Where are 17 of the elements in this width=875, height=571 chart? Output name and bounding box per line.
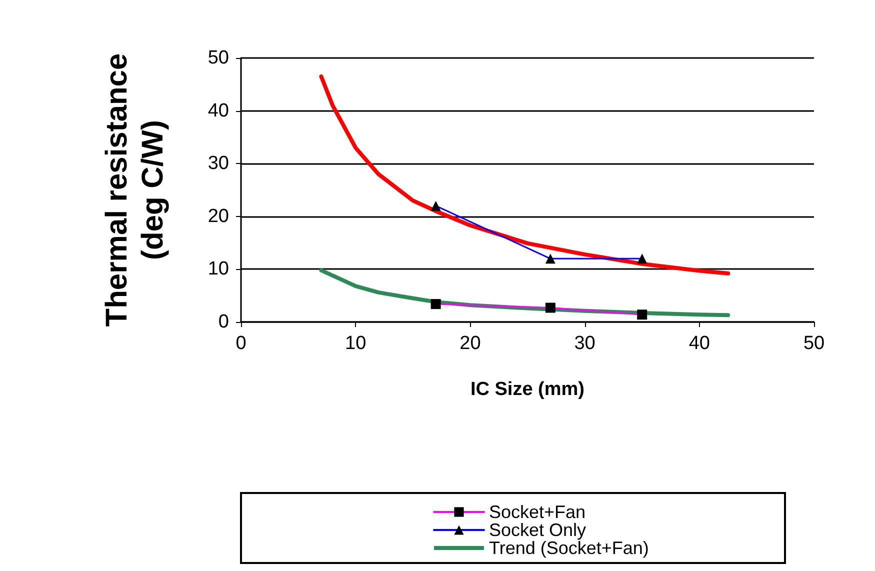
- x-tick-label: 40: [688, 333, 710, 354]
- y-tick-label: 10: [208, 258, 229, 280]
- y-axis-title: Thermal resistance (deg C/W): [100, 53, 170, 327]
- x-tick-label: 10: [345, 333, 366, 354]
- y-tick-label: 30: [208, 153, 229, 174]
- y-tick-label: 0: [218, 312, 229, 332]
- x-tick-label: 0: [236, 333, 246, 354]
- x-tick-label: 20: [460, 333, 481, 354]
- y-tick-label: 50: [208, 48, 229, 68]
- y-tick-label: 40: [208, 100, 229, 122]
- line-series: [319, 74, 730, 276]
- legend-label: Socket Only: [489, 520, 586, 540]
- x-axis-title: IC Size (mm): [470, 379, 585, 400]
- legend-label: Socket+Fan: [489, 502, 586, 522]
- x-tick-label: 50: [803, 333, 825, 354]
- x-tick-label: 30: [574, 333, 596, 354]
- y-tick-label: 20: [208, 206, 229, 227]
